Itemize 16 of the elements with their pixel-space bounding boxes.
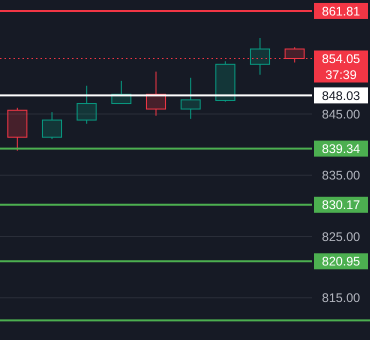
ref-line-label: 830.17	[322, 198, 360, 212]
candlestick	[250, 37, 270, 76]
ref-line-label: 839.34	[322, 142, 360, 156]
candlestick	[180, 77, 201, 120]
ref-line-label: 820.95	[322, 254, 360, 269]
ref-line-label: 861.81	[322, 4, 360, 18]
y-tick-label: 845.00	[322, 107, 360, 122]
y-tick-label: 825.00	[322, 230, 360, 244]
y-tick-label: 815.00	[322, 291, 360, 306]
candlestick	[42, 112, 62, 140]
candlestick	[7, 107, 28, 152]
y-tick-label: 835.00	[322, 168, 360, 183]
ref-line-label: 848.03	[322, 88, 360, 103]
ref-line-label: 854.05	[322, 52, 360, 66]
text: 37:39	[325, 68, 357, 82]
candlestick	[76, 85, 97, 124]
